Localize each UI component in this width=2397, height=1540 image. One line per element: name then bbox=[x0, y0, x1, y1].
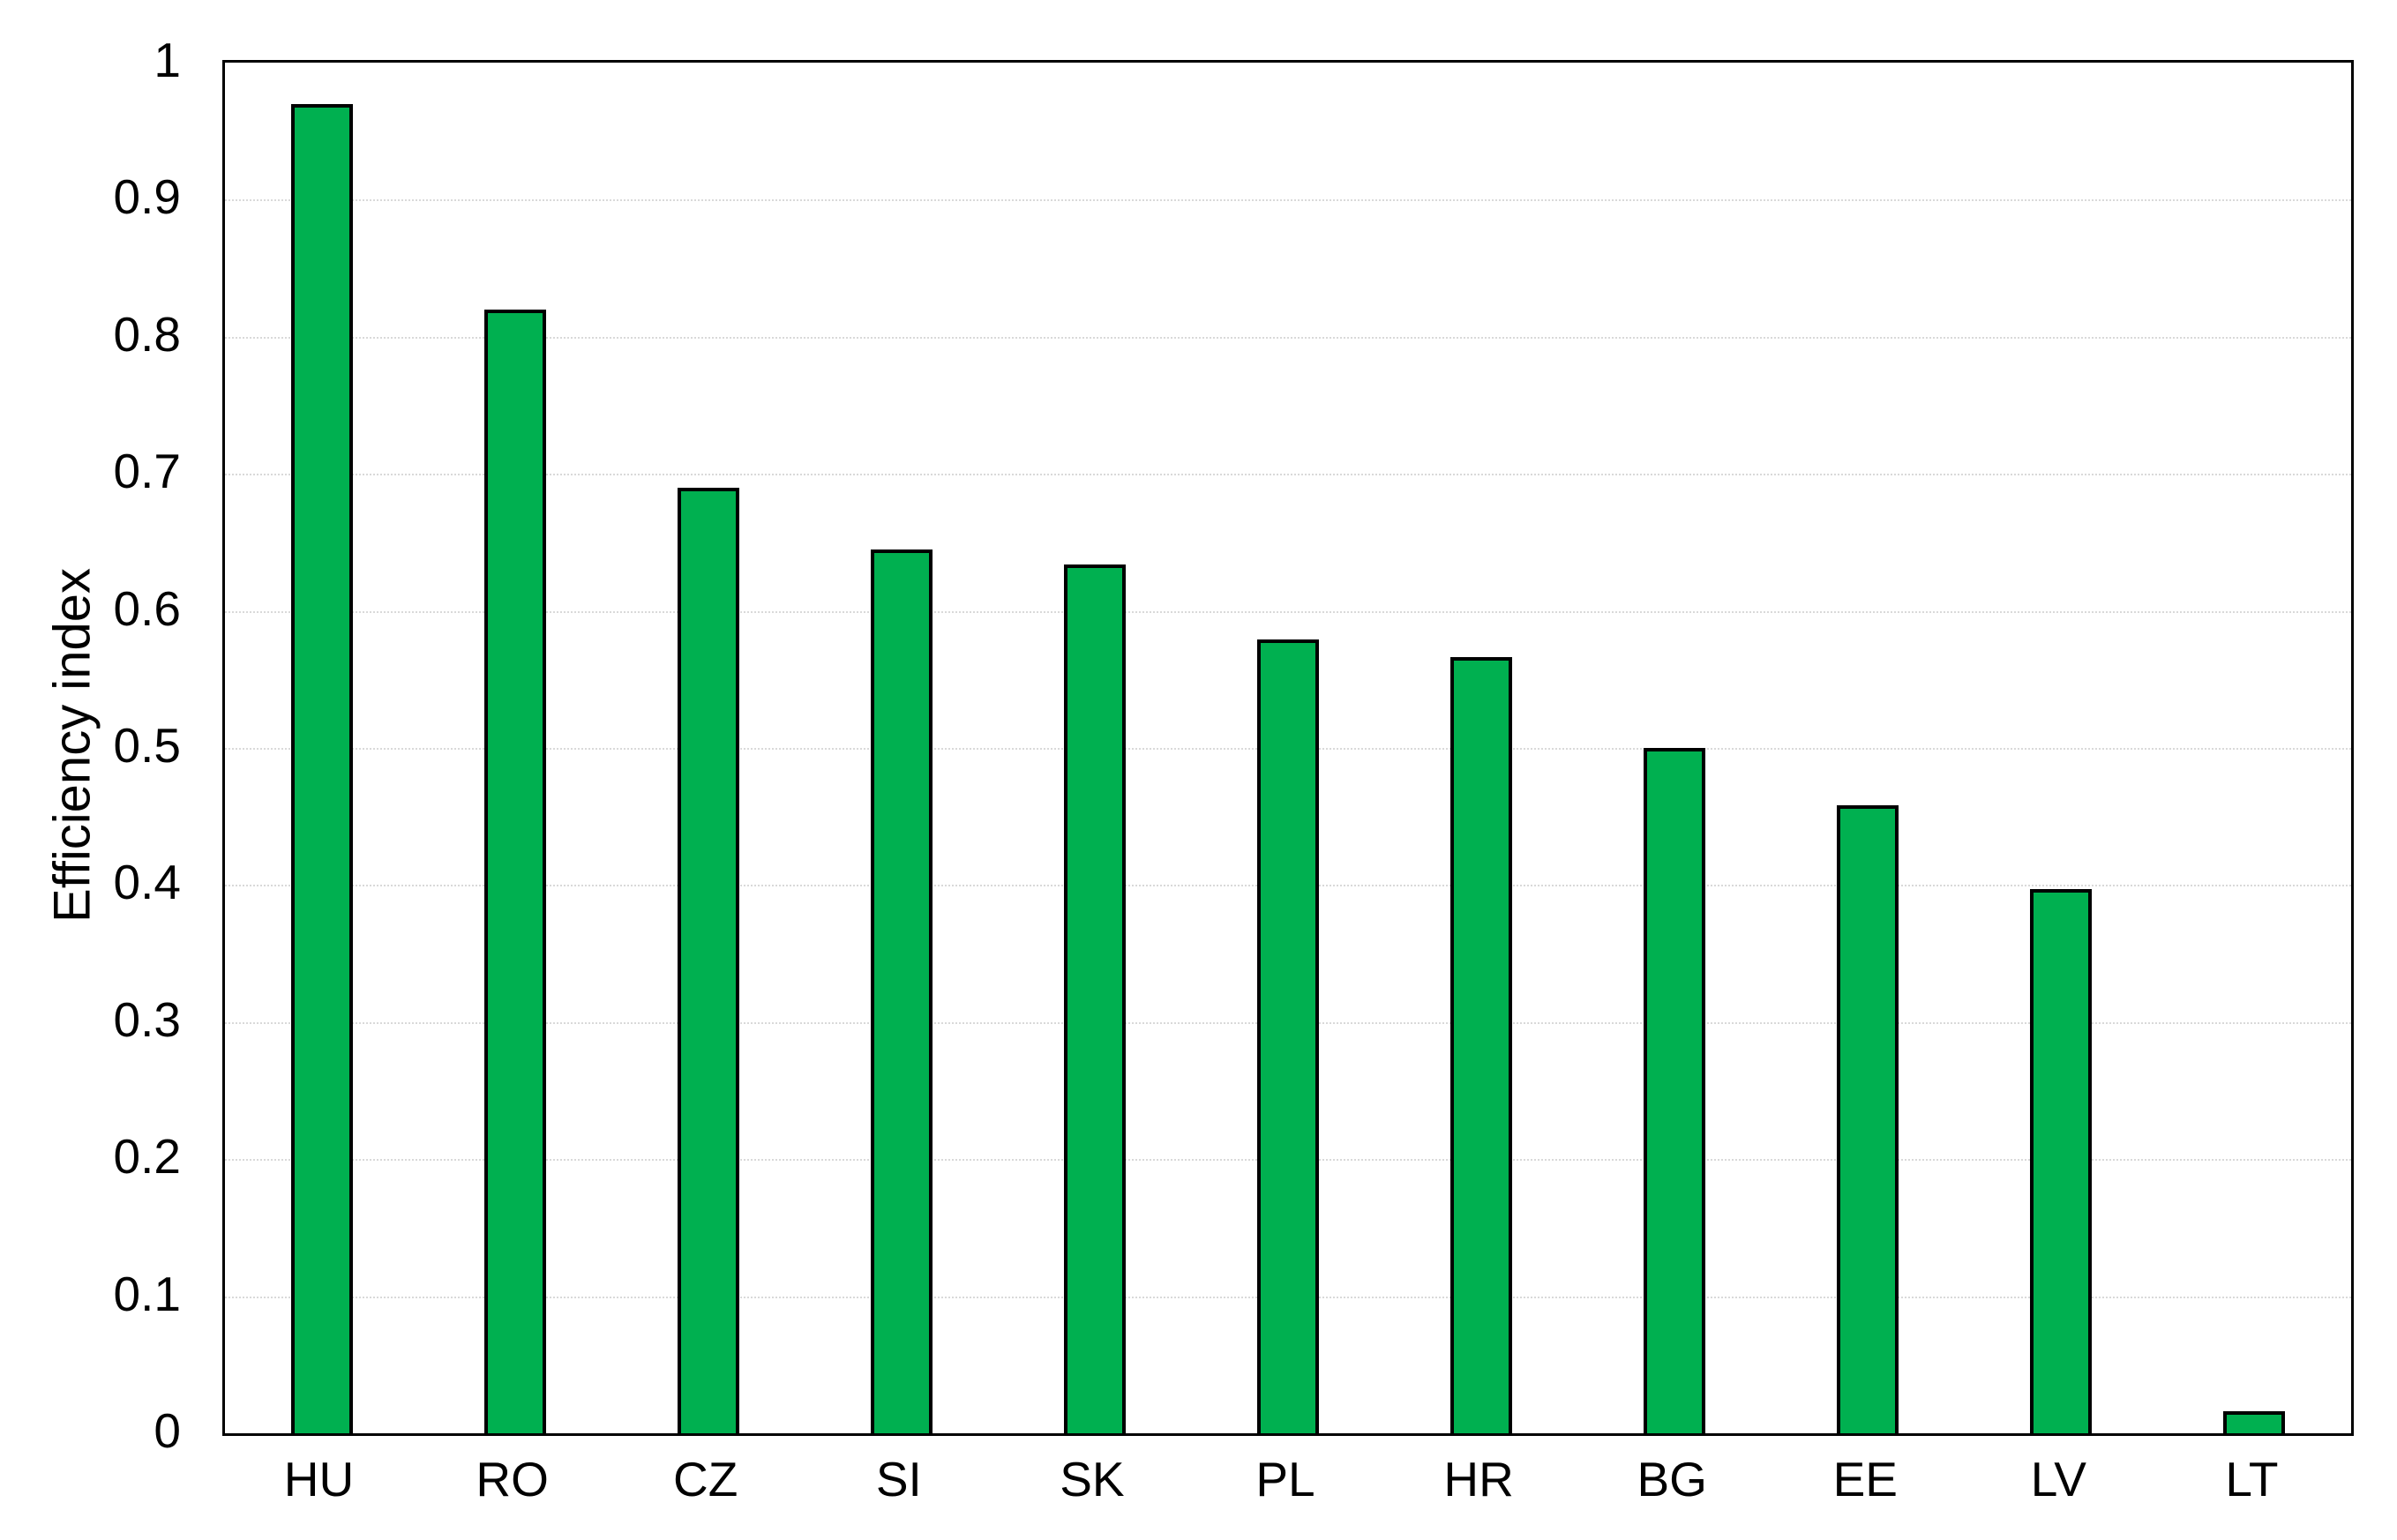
x-tick-label-CZ: CZ bbox=[673, 1452, 738, 1506]
x-tick-label-HU: HU bbox=[283, 1452, 355, 1506]
y-tick-label: 0.6 bbox=[113, 580, 181, 636]
gridline bbox=[225, 199, 2351, 202]
bar-BG bbox=[1644, 748, 1706, 1433]
bar-CZ bbox=[677, 487, 739, 1433]
bar-HU bbox=[290, 103, 353, 1433]
y-tick-label: 0.5 bbox=[113, 718, 181, 773]
y-tick-label: 0.9 bbox=[113, 169, 181, 225]
x-tick-label-LT: LT bbox=[2225, 1452, 2279, 1506]
gridline bbox=[225, 336, 2351, 339]
bar-LT bbox=[2223, 1411, 2286, 1433]
bar-PL bbox=[1257, 639, 1319, 1433]
y-tick-label: 0.8 bbox=[113, 306, 181, 362]
plot-area bbox=[222, 60, 2354, 1436]
bar-LV bbox=[2030, 889, 2093, 1433]
x-tick-label-LV: LV bbox=[2030, 1452, 2086, 1506]
y-tick-label: 0.1 bbox=[113, 1266, 181, 1321]
y-tick-label: 0.4 bbox=[113, 855, 181, 910]
gridline bbox=[225, 610, 2351, 613]
y-tick-label: 0.2 bbox=[113, 1129, 181, 1185]
bar-RO bbox=[483, 309, 546, 1433]
x-tick-label-RO: RO bbox=[476, 1452, 549, 1506]
bar-EE bbox=[1837, 805, 1899, 1433]
x-tick-label-HR: HR bbox=[1443, 1452, 1514, 1506]
bar-SK bbox=[1063, 564, 1126, 1433]
y-tick-label: 0.7 bbox=[113, 444, 181, 499]
bar-SI bbox=[870, 549, 933, 1433]
y-tick-label: 0 bbox=[154, 1403, 181, 1458]
x-tick-label-BG: BG bbox=[1637, 1452, 1707, 1506]
y-tick-label: 0.3 bbox=[113, 991, 181, 1047]
x-tick-label-SK: SK bbox=[1060, 1452, 1125, 1506]
bar-HR bbox=[1450, 657, 1513, 1433]
x-tick-label-SI: SI bbox=[875, 1452, 922, 1506]
x-tick-label-PL: PL bbox=[1255, 1452, 1315, 1506]
x-tick-label-EE: EE bbox=[1832, 1452, 1898, 1506]
gridline bbox=[225, 474, 2351, 476]
y-tick-label: 1 bbox=[154, 33, 181, 87]
